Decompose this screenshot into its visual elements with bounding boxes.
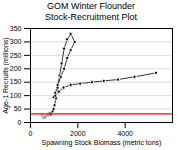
svg-text:Spawning Stock Biomass (metric: Spawning Stock Biomass (metric tons) bbox=[42, 139, 162, 147]
svg-text:0: 0 bbox=[29, 130, 33, 137]
svg-text:0: 0 bbox=[18, 119, 22, 126]
svg-text:250: 250 bbox=[10, 52, 22, 59]
svg-text:350: 350 bbox=[10, 25, 22, 32]
svg-text:200: 200 bbox=[10, 65, 22, 72]
svg-text:150: 150 bbox=[10, 78, 22, 85]
svg-text:Age-1 Recruits (millions): Age-1 Recruits (millions) bbox=[2, 37, 10, 113]
svg-text:300: 300 bbox=[10, 38, 22, 45]
svg-text:50: 50 bbox=[14, 105, 22, 112]
svg-text:2000: 2000 bbox=[70, 130, 86, 137]
html-text:Stock-Recruitment Plot: Stock-Recruitment Plot bbox=[45, 12, 137, 22]
html-text:GOM Winter Flounder: GOM Winter Flounder bbox=[47, 1, 135, 11]
svg-text:100: 100 bbox=[10, 92, 22, 99]
svg-text:4000: 4000 bbox=[117, 130, 133, 137]
